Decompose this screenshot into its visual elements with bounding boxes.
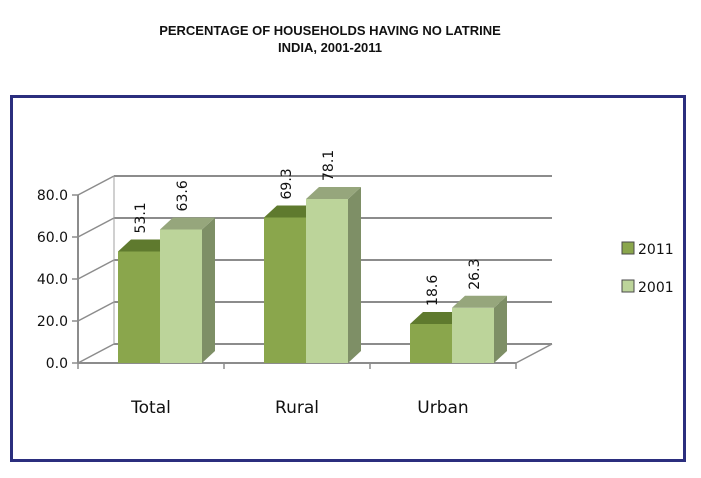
bar-side-2001-total — [202, 217, 215, 363]
data-label: 18.6 — [425, 275, 441, 306]
legend-label-2001: 2001 — [638, 280, 674, 296]
gridline-depth — [77, 217, 115, 238]
data-label: 53.1 — [133, 202, 149, 233]
x-category-label: Rural — [275, 398, 319, 418]
bar-top-2001-urban — [452, 295, 507, 308]
bar-2011-urban — [410, 323, 452, 363]
bar-side-2001-urban — [494, 295, 507, 363]
data-label: 26.3 — [467, 259, 483, 290]
gridline-depth — [77, 343, 115, 364]
y-tick-label: 0.0 — [46, 356, 68, 372]
bar-side-2001-rural — [348, 186, 361, 363]
bar-top-2011-urban — [410, 311, 465, 324]
bar-2011-rural — [264, 217, 306, 363]
bar-2001-rural — [306, 198, 348, 363]
chart-title-line1: PERCENTAGE OF HOUSEHOLDS HAVING NO LATRI… — [159, 23, 501, 38]
y-tick-label: 40.0 — [37, 272, 68, 288]
bar-top-2011-rural — [264, 205, 319, 218]
chart-title: PERCENTAGE OF HOUSEHOLDS HAVING NO LATRI… — [0, 22, 660, 56]
chart-subtitle: INDIA, 2001-2011 — [277, 40, 383, 55]
x-category-label: Total — [130, 398, 171, 418]
bar-top-2011-total — [118, 239, 173, 252]
data-label: 69.3 — [279, 168, 295, 199]
legend-swatch-2001 — [621, 279, 635, 293]
y-tick-label: 80.0 — [37, 188, 68, 204]
bar-top-2001-total — [160, 217, 215, 230]
gridline-depth — [77, 259, 115, 280]
y-tick-label: 20.0 — [37, 314, 68, 330]
data-label: 78.1 — [321, 150, 337, 181]
x-category-label: Urban — [417, 398, 468, 418]
legend-label-2011: 2011 — [638, 242, 674, 258]
bar-2001-total — [160, 229, 202, 363]
floor-right-edge — [515, 343, 553, 364]
bar-2001-urban — [452, 307, 494, 363]
legend-swatch-2011 — [621, 241, 635, 255]
bar-2011-total — [118, 251, 160, 363]
y-tick-label: 60.0 — [37, 230, 68, 246]
data-label: 63.6 — [175, 180, 191, 211]
bar-top-2001-rural — [306, 186, 361, 199]
gridline-depth — [77, 301, 115, 322]
bar-chart: 0.0 20.0 40.0 60.0 80.0 53.1 63.6 Total 69.3 78.1… — [37, 150, 674, 418]
gridline-depth — [77, 175, 115, 196]
chart-frame: 0.0 20.0 40.0 60.0 80.0 53.1 63.6 Total 69.3 78.1… — [10, 95, 686, 462]
